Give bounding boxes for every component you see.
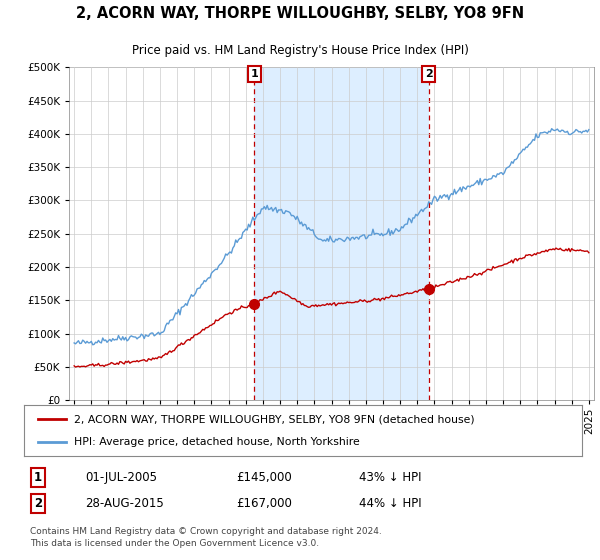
Text: 1: 1	[250, 69, 258, 79]
Text: HPI: Average price, detached house, North Yorkshire: HPI: Average price, detached house, Nort…	[74, 437, 360, 447]
Text: 2: 2	[425, 69, 433, 79]
Text: 1: 1	[34, 471, 42, 484]
Text: 01-JUL-2005: 01-JUL-2005	[85, 471, 157, 484]
Text: 2: 2	[34, 497, 42, 510]
Text: 2, ACORN WAY, THORPE WILLOUGHBY, SELBY, YO8 9FN (detached house): 2, ACORN WAY, THORPE WILLOUGHBY, SELBY, …	[74, 414, 475, 424]
Text: 43% ↓ HPI: 43% ↓ HPI	[359, 471, 421, 484]
Bar	[254, 67, 429, 400]
Text: 28-AUG-2015: 28-AUG-2015	[85, 497, 164, 510]
Text: 2, ACORN WAY, THORPE WILLOUGHBY, SELBY, YO8 9FN: 2, ACORN WAY, THORPE WILLOUGHBY, SELBY, …	[76, 6, 524, 21]
Text: £167,000: £167,000	[236, 497, 292, 510]
Text: £145,000: £145,000	[236, 471, 292, 484]
Text: Contains HM Land Registry data © Crown copyright and database right 2024.
This d: Contains HM Land Registry data © Crown c…	[29, 527, 382, 548]
Text: 44% ↓ HPI: 44% ↓ HPI	[359, 497, 421, 510]
Text: Price paid vs. HM Land Registry's House Price Index (HPI): Price paid vs. HM Land Registry's House …	[131, 44, 469, 57]
